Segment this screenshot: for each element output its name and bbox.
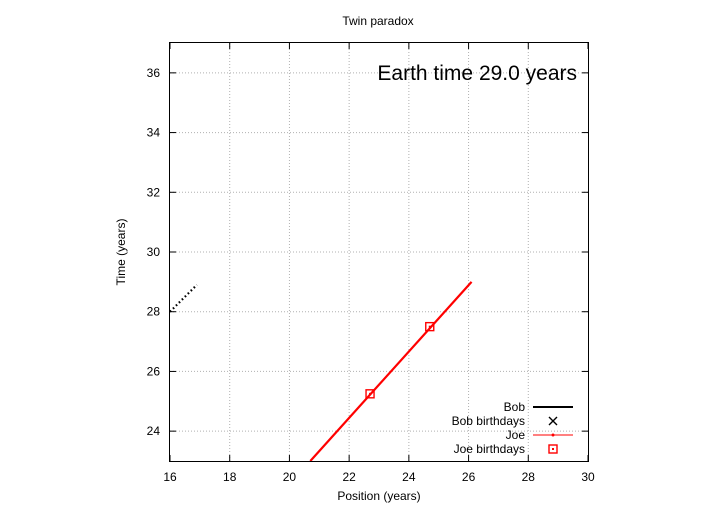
x-tick-label: 26 — [462, 470, 476, 484]
y-axis-label: Time (years) — [114, 219, 128, 286]
x-tick-label: 30 — [581, 470, 595, 484]
grid-lines — [170, 43, 588, 461]
axis-ticks: 16 18 20 22 24 26 28 30 24 26 28 30 32 34 36 — [147, 43, 595, 484]
chart-title: Twin paradox — [342, 14, 413, 28]
y-tick-label: 26 — [147, 364, 161, 378]
y-tick-label: 34 — [147, 126, 161, 140]
y-tick-label: 28 — [147, 305, 161, 319]
x-tick-label: 16 — [163, 470, 177, 484]
x-tick-label: 28 — [522, 470, 536, 484]
joe-birthday-marker-center — [428, 325, 431, 328]
legend-joe-birthday-marker-center — [552, 448, 554, 450]
legend-joe-birthday-marker — [548, 444, 558, 454]
joe-birthday-marker-center — [369, 392, 372, 395]
x-tick-label: 18 — [223, 470, 237, 484]
x-tick-label: 20 — [283, 470, 297, 484]
y-tick-label: 36 — [147, 66, 161, 80]
y-tick-label: 30 — [147, 245, 161, 259]
joe-birthday-marker — [365, 389, 375, 399]
y-tick-label: 32 — [147, 185, 161, 199]
legend-label: Joe — [506, 428, 526, 442]
plot-frame — [169, 42, 589, 462]
plot-data — [169, 281, 473, 462]
legend-bob-birthday-marker — [548, 416, 558, 426]
joe-birthday-marker — [425, 321, 435, 332]
legend-label: Joe birthdays — [454, 442, 525, 456]
legend-label: Bob birthdays — [452, 414, 525, 428]
bob-worldline — [169, 284, 198, 313]
joe-line — [309, 281, 473, 462]
x-tick-label: 24 — [402, 470, 416, 484]
y-tick-label: 24 — [147, 424, 161, 438]
legend-joe-dot — [551, 433, 555, 437]
earth-time-annotation: Earth time 29.0 years — [377, 62, 577, 85]
x-axis-label: Position (years) — [337, 489, 420, 503]
x-tick-label: 22 — [342, 470, 356, 484]
legend-label: Bob — [504, 400, 526, 414]
